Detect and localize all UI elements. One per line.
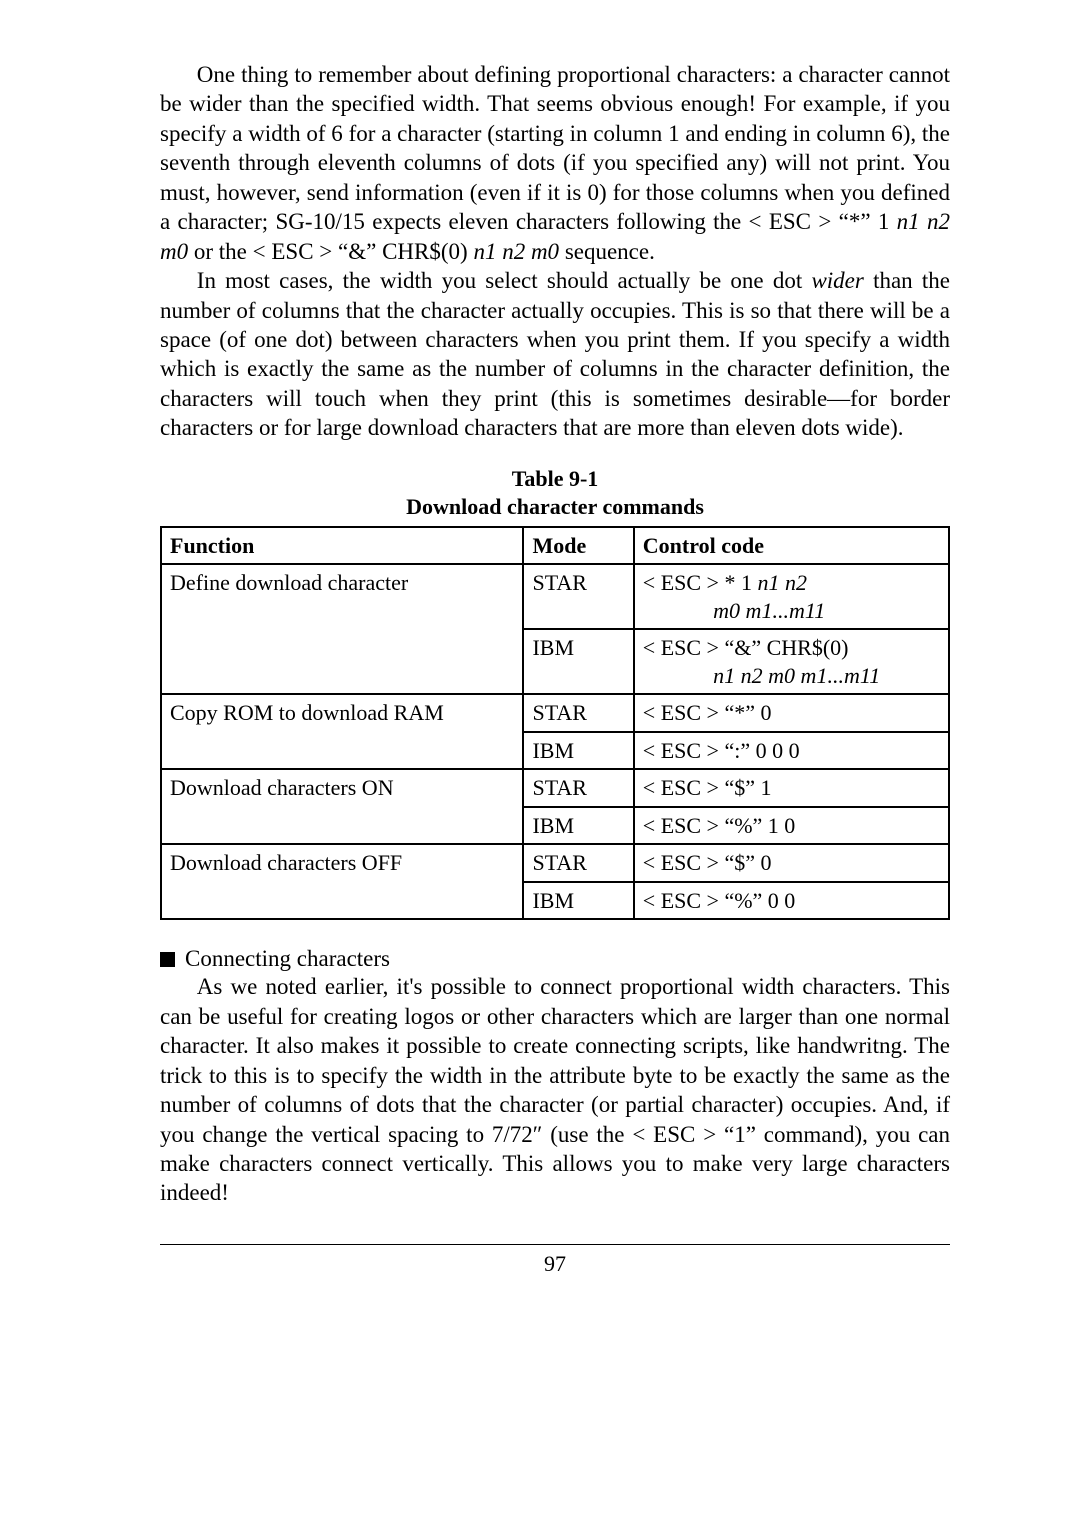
para2-text-c: than the number of columns that the char… [160,268,950,440]
table-row: Download characters OFF STAR < ESC > “$”… [161,844,949,882]
table-row: Define download character STAR < ESC > *… [161,564,949,629]
code-text: < ESC > * 1 [643,570,758,595]
para1-text-d: n1 n2 m0 [473,239,559,264]
para2-text-b: wider [811,268,863,293]
cell-code: < ESC > * 1 n1 n2 m0 m1...m11 [634,564,949,629]
table-header-row: Function Mode Control code [161,527,949,565]
commands-table: Function Mode Control code Define downlo… [160,526,950,921]
cell-mode: IBM [523,629,633,694]
cell-mode: STAR [523,769,633,807]
section-heading: Connecting characters [160,946,950,972]
table-caption-line2: Download character commands [160,493,950,522]
header-function: Function [161,527,523,565]
cell-mode: STAR [523,844,633,882]
cell-function: Define download character [161,564,523,694]
cell-function: Copy ROM to download RAM [161,694,523,769]
para1-text-e: sequence. [559,239,655,264]
code-text-italic-sub: n1 n2 m0 m1...m11 [643,663,880,688]
cell-function: Download characters OFF [161,844,523,919]
cell-code: < ESC > “%” 0 0 [634,882,949,920]
cell-code: < ESC > “$” 1 [634,769,949,807]
cell-mode: IBM [523,807,633,845]
paragraph-2: In most cases, the width you select shou… [160,266,950,443]
footer-rule [160,1244,950,1245]
header-control-code: Control code [634,527,949,565]
para1-text-a: One thing to remember about defining pro… [160,62,950,234]
cell-function: Download characters ON [161,769,523,844]
cell-mode: IBM [523,882,633,920]
section-heading-text: Connecting characters [185,946,390,971]
cell-mode: STAR [523,564,633,629]
cell-code: < ESC > “*” 0 [634,694,949,732]
code-text-italic-sub: m0 m1...m11 [643,598,825,623]
page: One thing to remember about defining pro… [0,0,1080,1337]
cell-mode: IBM [523,732,633,770]
cell-code: < ESC > “&” CHR$(0) n1 n2 m0 m1...m11 [634,629,949,694]
cell-mode: STAR [523,694,633,732]
cell-code: < ESC > “$” 0 [634,844,949,882]
bullet-square-icon [160,952,175,967]
table-caption: Table 9-1 Download character commands [160,465,950,522]
table-caption-line1: Table 9-1 [160,465,950,494]
paragraph-1: One thing to remember about defining pro… [160,60,950,266]
table-row: Download characters ON STAR < ESC > “$” … [161,769,949,807]
cell-code: < ESC > “:” 0 0 0 [634,732,949,770]
cell-code: < ESC > “%” 1 0 [634,807,949,845]
code-text: < ESC > “&” CHR$(0) [643,635,849,660]
code-text-italic: n1 n2 [757,570,807,595]
para2-text-a: In most cases, the width you select shou… [197,268,812,293]
table-row: Copy ROM to download RAM STAR < ESC > “*… [161,694,949,732]
page-number: 97 [160,1251,950,1277]
para1-text-c: or the < ESC > “&” CHR$(0) [188,239,473,264]
paragraph-3: As we noted earlier, it's possible to co… [160,972,950,1208]
header-mode: Mode [523,527,633,565]
